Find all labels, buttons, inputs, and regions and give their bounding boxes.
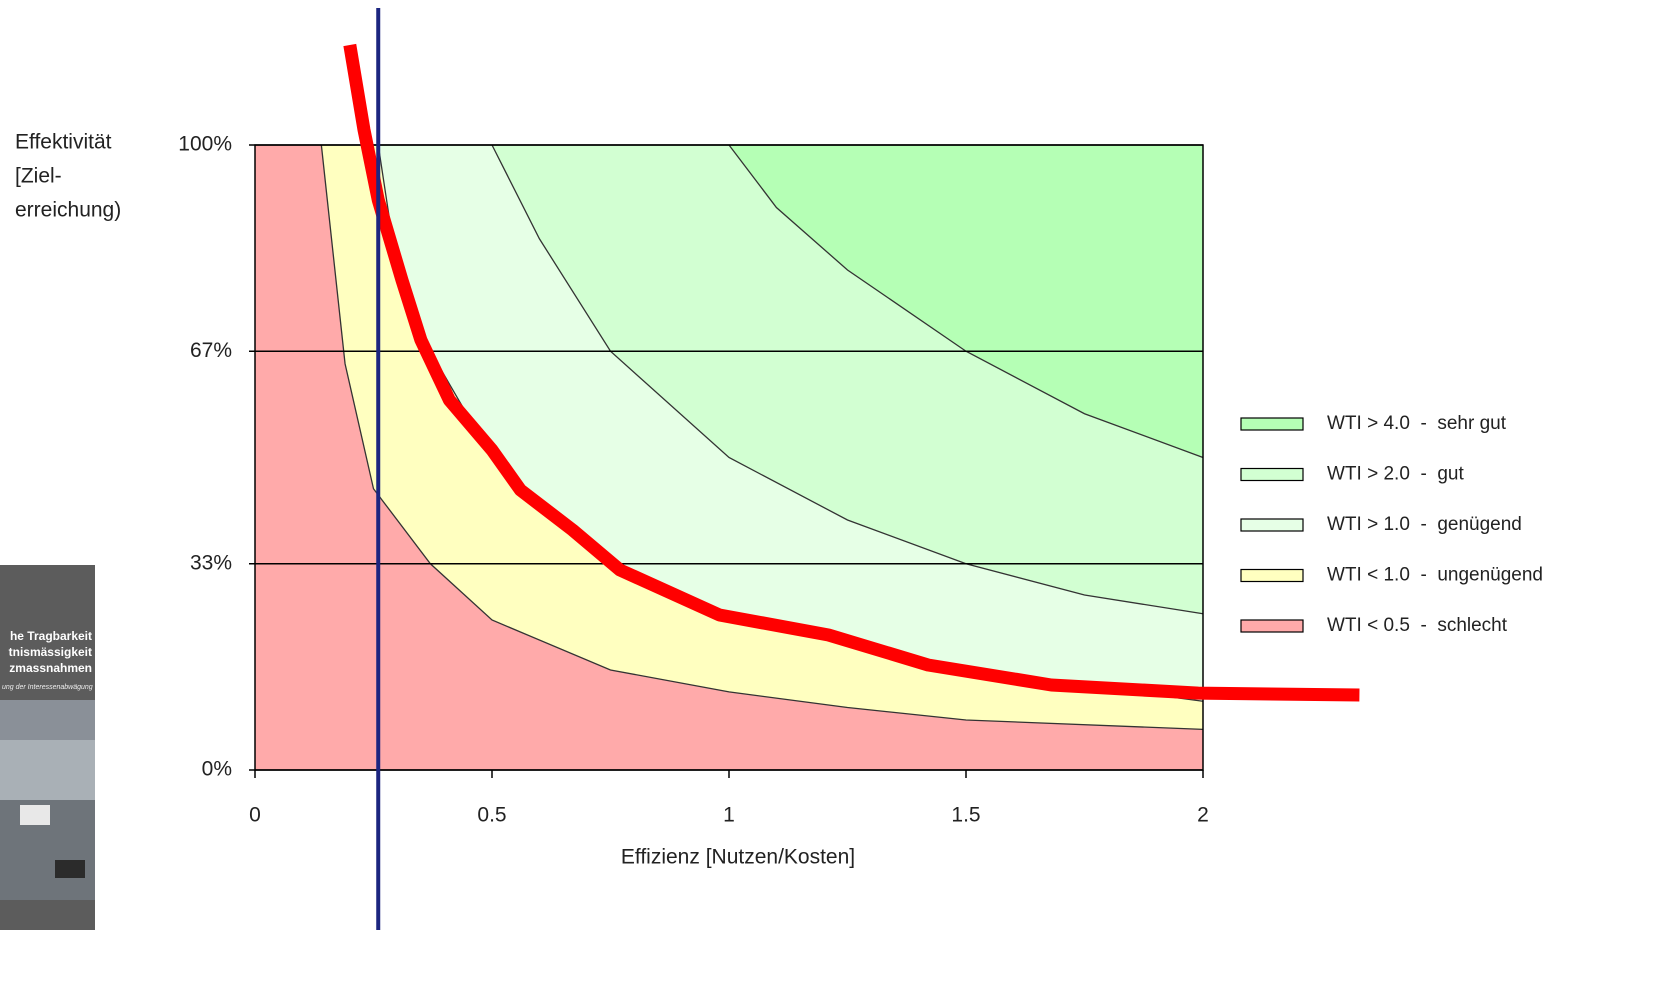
book-thumbnail: he Tragbarkeit tnismässigkeit zmassnahme…: [0, 565, 95, 930]
y-axis-label: [Ziel-: [15, 165, 62, 188]
y-tick-label: 100%: [178, 133, 232, 156]
plot-area: [255, 144, 1204, 770]
thumbnail-title: tnismässigkeit: [9, 645, 92, 659]
y-tick-label: 33%: [190, 551, 232, 574]
zone-boundary: [320, 144, 1204, 731]
x-axis-label: Effizienz [Nutzen/Kosten]: [621, 846, 855, 869]
zone-boundary: [728, 144, 1204, 459]
x-tick-label: 0.5: [477, 804, 506, 827]
y-axis-label: Effektivität: [15, 131, 112, 154]
legend-label: WTI < 1.0 - ungenügend: [1327, 565, 1543, 586]
y-axis-label: erreichung): [15, 199, 121, 222]
zone-area: [255, 145, 1203, 770]
legend-swatch: [1240, 568, 1304, 583]
thumbnail-photo-truck: [20, 805, 50, 825]
legend-swatch: [1240, 518, 1304, 532]
y-tick-label: 0%: [202, 758, 232, 781]
legend-label: WTI < 0.5 - schlecht: [1327, 615, 1508, 636]
thumbnail-photo-car: [55, 860, 85, 878]
legend-swatch: [1240, 417, 1304, 431]
legend-swatch: [1240, 619, 1304, 633]
thumbnail-title: he Tragbarkeit: [10, 629, 92, 643]
legend-label: WTI > 1.0 - genügend: [1327, 514, 1522, 535]
thumbnail-subtitle: ung der Interessenabwägung: [2, 684, 93, 691]
x-tick-label: 1: [723, 804, 735, 827]
x-tick-label: 1.5: [951, 804, 980, 827]
legend-swatch: [1240, 467, 1304, 482]
legend-label: WTI > 4.0 - sehr gut: [1327, 413, 1507, 434]
x-tick-label: 0: [249, 804, 261, 827]
zone-area: [255, 145, 1203, 770]
x-tick-label: 2: [1197, 804, 1209, 827]
thumbnail-title: zmassnahmen: [9, 661, 92, 675]
thumbnail-photo-detail: [0, 740, 95, 800]
y-tick-label: 67%: [190, 339, 232, 362]
highlight-line: [343, 43, 1360, 702]
legend-label: WTI > 2.0 - gut: [1327, 464, 1464, 485]
zone-boundary: [491, 144, 1204, 615]
